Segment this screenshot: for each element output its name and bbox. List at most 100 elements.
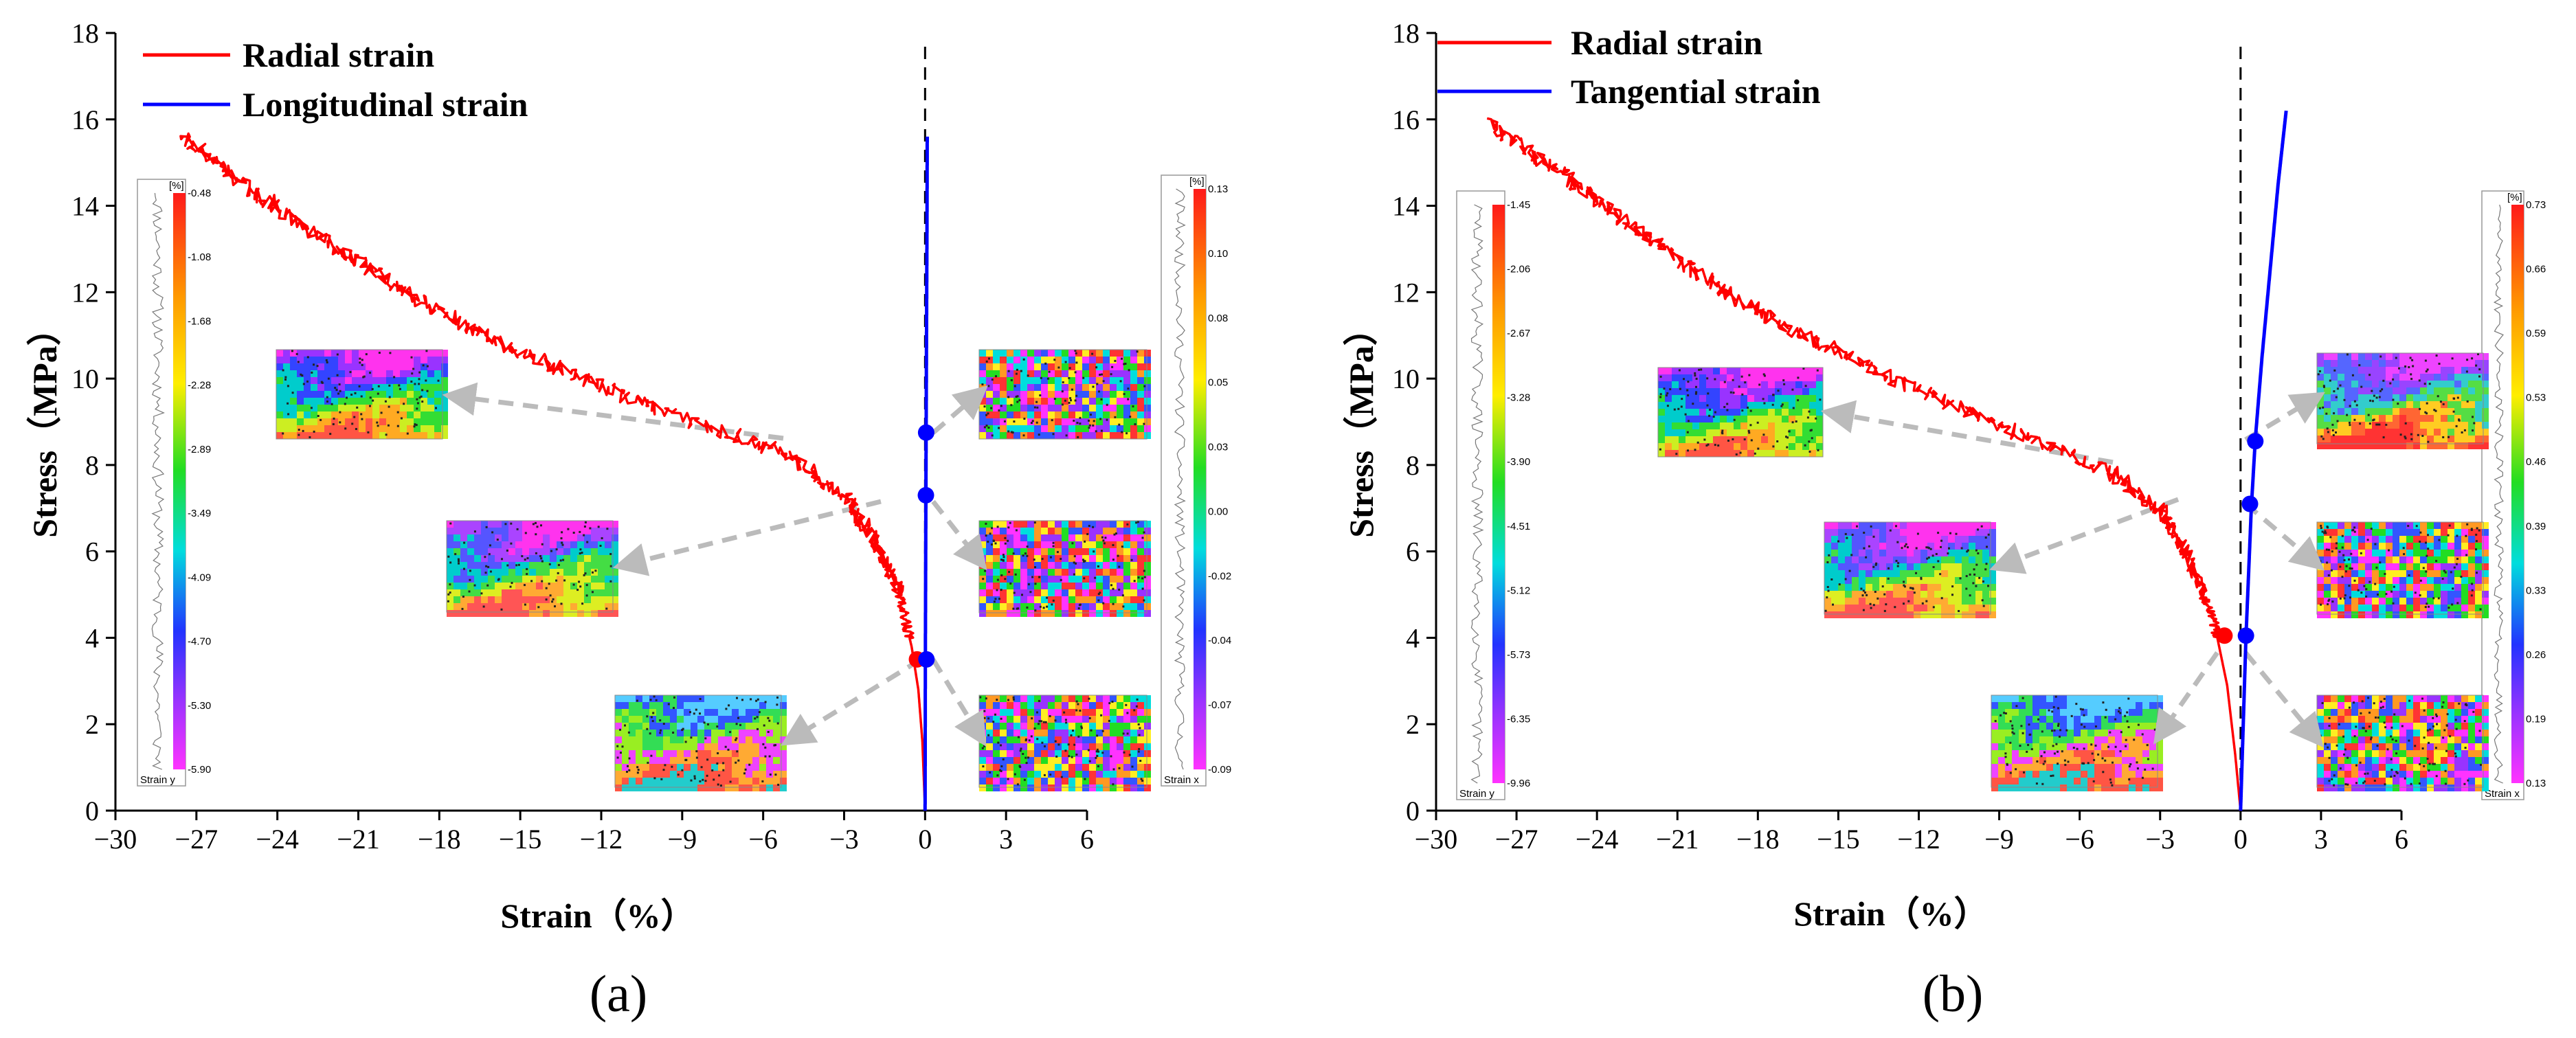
dic-cell [1969,529,1975,536]
dic-cell [474,541,481,548]
dic-cell [1075,411,1082,418]
dic-cell [1789,374,1795,381]
speckle [1927,546,1929,549]
speckle [653,695,656,698]
dic-cell [1082,596,1089,603]
speckle [662,723,665,725]
dic-cell [1007,350,1013,357]
dic-cell [704,764,711,771]
speckle [1733,418,1736,421]
speckle [388,396,391,398]
dic-cell [2142,736,2149,743]
speckle [1012,696,1015,699]
speckle [1951,585,1954,588]
speckle [2027,743,2030,746]
speckle [987,412,989,415]
dic-cell [1089,764,1096,771]
dic-cell [642,716,649,723]
colorbar-name: Strain x [1164,774,1199,786]
dic-cell [1955,584,1962,591]
speckle [485,565,488,567]
dic-cell [2482,422,2489,429]
speckle [1695,391,1698,394]
dic-cell [1685,443,1692,450]
dic-cell [1699,450,1706,457]
dic-cell [1027,521,1034,528]
speckle [1808,440,1811,443]
dic-cell [704,743,711,750]
dic-cell [1117,778,1123,785]
dic-cell [1144,363,1151,370]
dic-cell [570,548,577,555]
dic-cell [1075,370,1082,377]
dic-cell [1089,589,1096,596]
dic-cell [1075,771,1082,778]
speckle [2059,729,2061,732]
speckle [2318,407,2321,409]
dic-cell [366,377,372,384]
speckle [327,377,330,380]
y-tick-label: 6 [1406,537,1420,567]
dic-cell [677,778,684,785]
dic-cell [1103,723,1110,730]
dic-cell [1123,743,1130,750]
dic-cell [2475,529,2482,536]
dic-cell [2331,374,2338,381]
speckle [594,569,597,572]
dic-cell [1872,543,1879,550]
dic-cell [649,757,656,764]
speckle [548,563,551,565]
dic-cell [290,350,297,357]
speckle [1982,580,1984,583]
speckle [1903,585,1906,588]
speckle [1088,525,1090,527]
speckle [987,717,990,720]
y-tick-label: 4 [1406,622,1420,653]
dic-cell [1920,563,1927,570]
dic-cell [2074,723,2081,730]
dic-cell [1055,521,1062,528]
dic-cell [2344,381,2351,387]
dic-cell [1007,771,1013,778]
dic-cell [304,398,311,405]
dic-cell [1096,521,1103,528]
dic-cell [1831,611,1838,618]
speckle [1038,433,1040,436]
dic-cell [1000,695,1007,702]
dic-cell [2324,536,2331,543]
dic-cell [331,357,338,363]
dic-cell [1089,610,1096,617]
speckle [2059,735,2061,738]
dic-cell [1013,363,1020,370]
speckle [298,429,300,431]
speckle [361,363,363,366]
dic-cell [2129,743,2136,750]
speckle [2091,752,2094,755]
dic-cell [1110,418,1117,425]
dic-cell [1034,771,1041,778]
dic-cell [324,363,331,370]
dic-cell [598,589,605,596]
speckle [1787,436,1789,439]
dic-cell [1658,436,1665,443]
dic-cell [746,730,752,736]
speckle [2424,359,2427,362]
dic-cell [2101,764,2108,771]
dic-cell [766,723,773,730]
dic-cell [2344,429,2351,436]
dic-cell [1130,603,1137,610]
dic-cell [1720,395,1727,402]
dic-cell [725,757,732,764]
speckle [1888,567,1890,569]
dic-cell [2005,709,2012,716]
speckle [2035,782,2038,785]
y-tick-label: 18 [1392,18,1420,49]
dic-cell [1789,381,1795,388]
dic-cell [612,521,618,528]
dic-cell [636,771,642,778]
dic-cell [1866,577,1872,584]
dic-cell [1082,702,1089,709]
dic-cell [993,391,1000,398]
dic-cell [598,555,605,562]
speckle [1073,419,1075,422]
